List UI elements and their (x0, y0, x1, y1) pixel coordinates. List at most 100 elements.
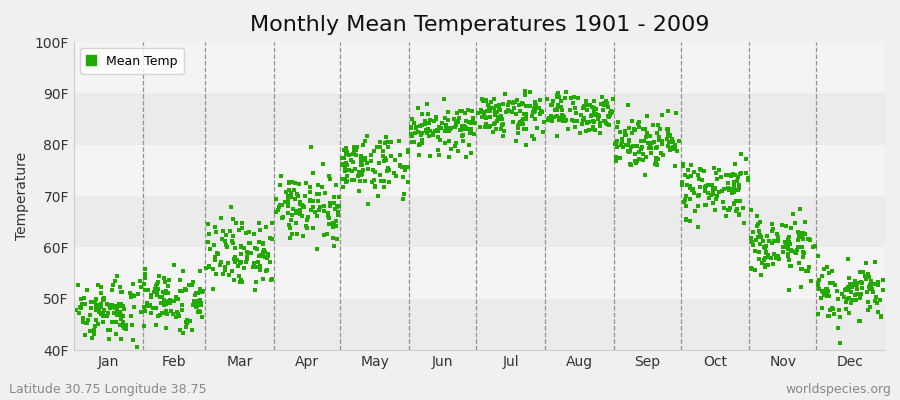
Point (600, 121, 615, 128)
Point (252, 220, 266, 226)
Point (729, 208, 743, 214)
Point (687, 190, 701, 196)
Point (137, 304, 151, 310)
Point (213, 262, 228, 268)
Point (248, 287, 262, 293)
Point (224, 204, 238, 210)
Point (644, 145, 659, 152)
Point (340, 161, 355, 168)
Point (511, 122, 526, 129)
Point (299, 180, 313, 186)
Point (449, 118, 464, 124)
Point (556, 118, 571, 125)
Point (854, 279, 868, 286)
Point (179, 324, 194, 330)
Point (317, 232, 331, 238)
Point (284, 224, 298, 231)
Point (792, 233, 806, 239)
Point (103, 304, 117, 310)
Point (96, 313, 111, 319)
Point (585, 112, 599, 118)
Point (88, 299, 103, 305)
Point (649, 157, 663, 163)
Point (734, 170, 749, 177)
Point (734, 151, 748, 158)
Point (616, 144, 631, 150)
Point (124, 321, 139, 328)
Point (680, 182, 694, 188)
Point (706, 200, 720, 206)
Point (404, 125, 419, 132)
Point (864, 286, 878, 292)
Point (155, 300, 169, 306)
Point (625, 130, 639, 136)
Point (209, 271, 223, 277)
Point (443, 126, 457, 132)
Point (330, 204, 345, 210)
Point (428, 114, 443, 120)
Point (372, 159, 386, 166)
Point (486, 128, 500, 135)
Point (634, 138, 648, 144)
Point (514, 118, 528, 124)
Point (790, 246, 805, 253)
Point (558, 95, 572, 101)
Point (631, 121, 645, 127)
Point (751, 220, 765, 227)
Point (163, 296, 177, 303)
Point (96, 296, 111, 302)
Point (179, 287, 194, 293)
Point (544, 102, 558, 108)
Point (410, 105, 425, 111)
Point (581, 102, 596, 108)
Point (668, 146, 682, 152)
Point (455, 108, 470, 114)
Point (346, 159, 360, 166)
Point (202, 231, 216, 238)
Point (782, 234, 796, 240)
Point (426, 130, 440, 136)
Point (228, 258, 242, 265)
Point (337, 162, 351, 169)
Point (289, 220, 303, 226)
Point (233, 243, 248, 250)
Point (554, 113, 569, 119)
Point (723, 186, 737, 192)
Point (220, 244, 235, 250)
Point (801, 267, 815, 274)
Point (770, 238, 785, 244)
Point (499, 91, 513, 98)
Point (229, 255, 243, 261)
Point (299, 222, 313, 229)
Point (754, 234, 769, 241)
Point (96, 295, 111, 301)
Point (613, 155, 627, 162)
Point (119, 322, 133, 328)
Point (630, 142, 644, 149)
Point (192, 308, 206, 314)
Point (795, 244, 809, 250)
Point (144, 292, 158, 298)
Point (125, 292, 140, 298)
Point (824, 280, 838, 286)
Point (104, 304, 119, 311)
Point (628, 158, 643, 164)
Point (586, 126, 600, 132)
Point (628, 150, 643, 157)
Point (193, 308, 207, 315)
Point (702, 194, 716, 201)
Point (496, 120, 510, 127)
Point (685, 187, 699, 193)
Point (733, 198, 747, 204)
Point (265, 236, 279, 242)
Point (161, 283, 176, 289)
Point (297, 204, 311, 210)
Point (193, 268, 207, 274)
Point (134, 309, 148, 316)
Point (398, 164, 412, 170)
Point (377, 184, 392, 190)
Point (796, 235, 811, 242)
Point (625, 118, 639, 124)
Point (488, 109, 502, 116)
Point (435, 124, 449, 131)
